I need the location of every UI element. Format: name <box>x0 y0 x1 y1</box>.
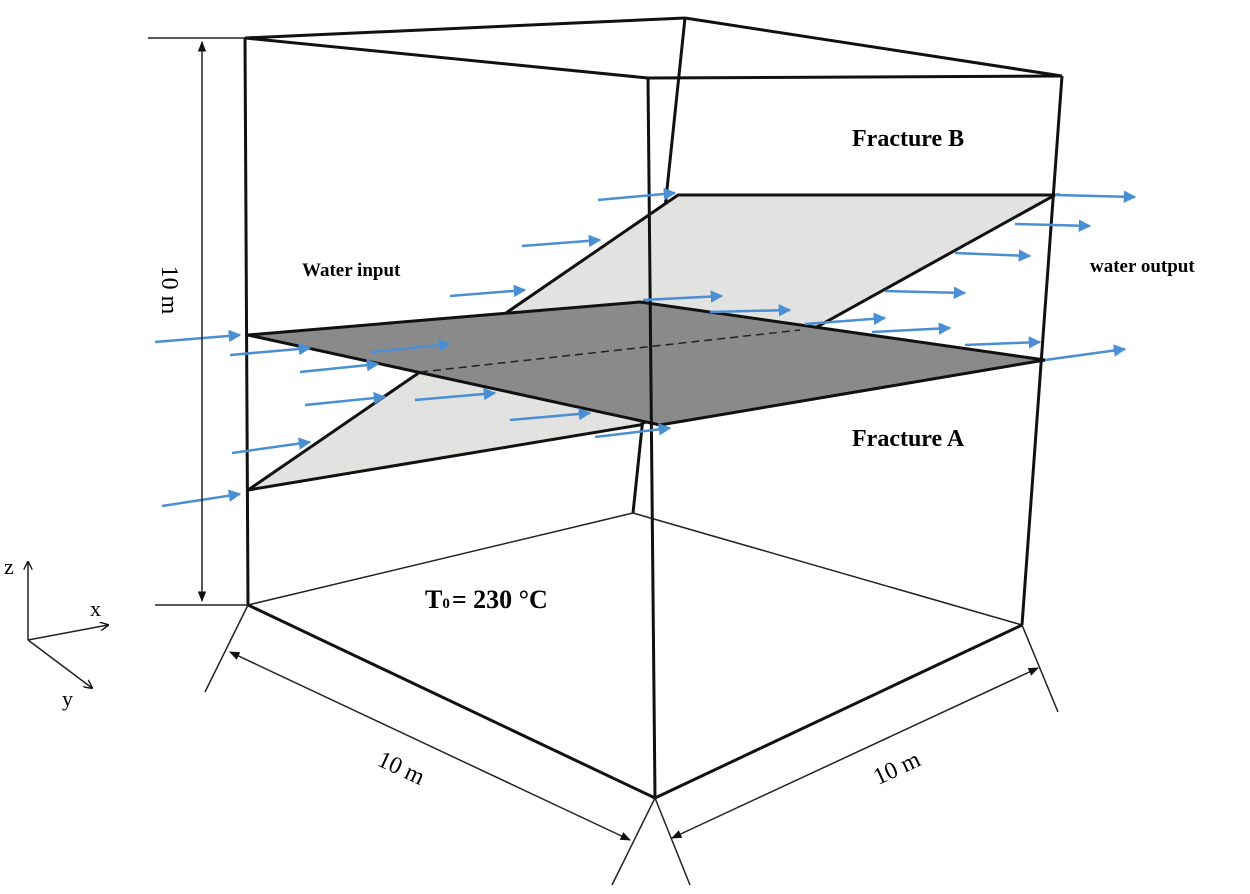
flow-arrows <box>154 187 1137 508</box>
axis-z-label: z <box>4 554 14 579</box>
temperature-label: T0= 230 °C <box>425 585 548 614</box>
axis-triad: z x y <box>4 554 108 711</box>
fracture-b-label: Fracture B <box>852 126 964 152</box>
axis-x-label: x <box>90 596 101 621</box>
labels: Fracture B Fracture A Water input water … <box>156 126 1195 791</box>
fracture-a-label: Fracture A <box>852 426 965 452</box>
water-input-label: Water input <box>302 260 401 281</box>
width-left-label: 10 m <box>373 747 428 791</box>
height-label: 10 m <box>156 266 182 315</box>
dimension-lines <box>148 37 1059 886</box>
axis-y-label: y <box>62 686 73 711</box>
width-right-label: 10 m <box>869 746 924 790</box>
water-output-label: water output <box>1090 256 1195 277</box>
intersection-line <box>419 329 801 373</box>
